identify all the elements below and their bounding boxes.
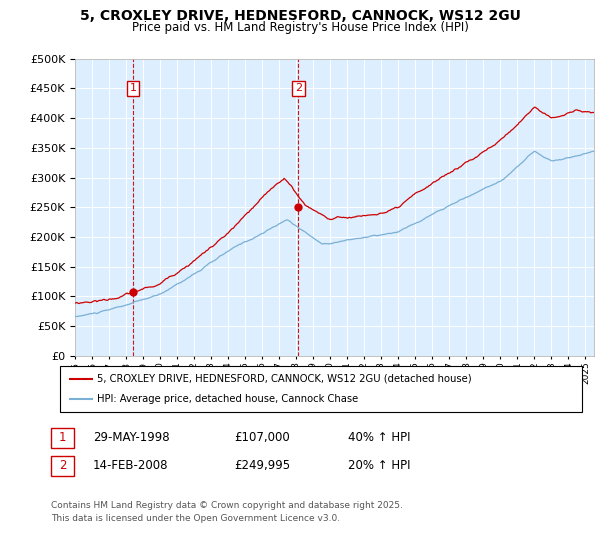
Text: £249,995: £249,995: [234, 459, 290, 473]
Text: £107,000: £107,000: [234, 431, 290, 445]
Text: Contains HM Land Registry data © Crown copyright and database right 2025.
This d: Contains HM Land Registry data © Crown c…: [51, 501, 403, 522]
Text: 40% ↑ HPI: 40% ↑ HPI: [348, 431, 410, 445]
Text: 20% ↑ HPI: 20% ↑ HPI: [348, 459, 410, 473]
Text: 5, CROXLEY DRIVE, HEDNESFORD, CANNOCK, WS12 2GU (detached house): 5, CROXLEY DRIVE, HEDNESFORD, CANNOCK, W…: [97, 374, 472, 384]
Text: 14-FEB-2008: 14-FEB-2008: [93, 459, 169, 473]
Text: 2: 2: [295, 83, 302, 94]
Text: Price paid vs. HM Land Registry's House Price Index (HPI): Price paid vs. HM Land Registry's House …: [131, 21, 469, 34]
Text: 2: 2: [59, 459, 66, 473]
Text: HPI: Average price, detached house, Cannock Chase: HPI: Average price, detached house, Cann…: [97, 394, 358, 404]
Text: 29-MAY-1998: 29-MAY-1998: [93, 431, 170, 445]
Text: 5, CROXLEY DRIVE, HEDNESFORD, CANNOCK, WS12 2GU: 5, CROXLEY DRIVE, HEDNESFORD, CANNOCK, W…: [80, 9, 520, 23]
Text: 1: 1: [130, 83, 137, 94]
Text: 1: 1: [59, 431, 66, 445]
